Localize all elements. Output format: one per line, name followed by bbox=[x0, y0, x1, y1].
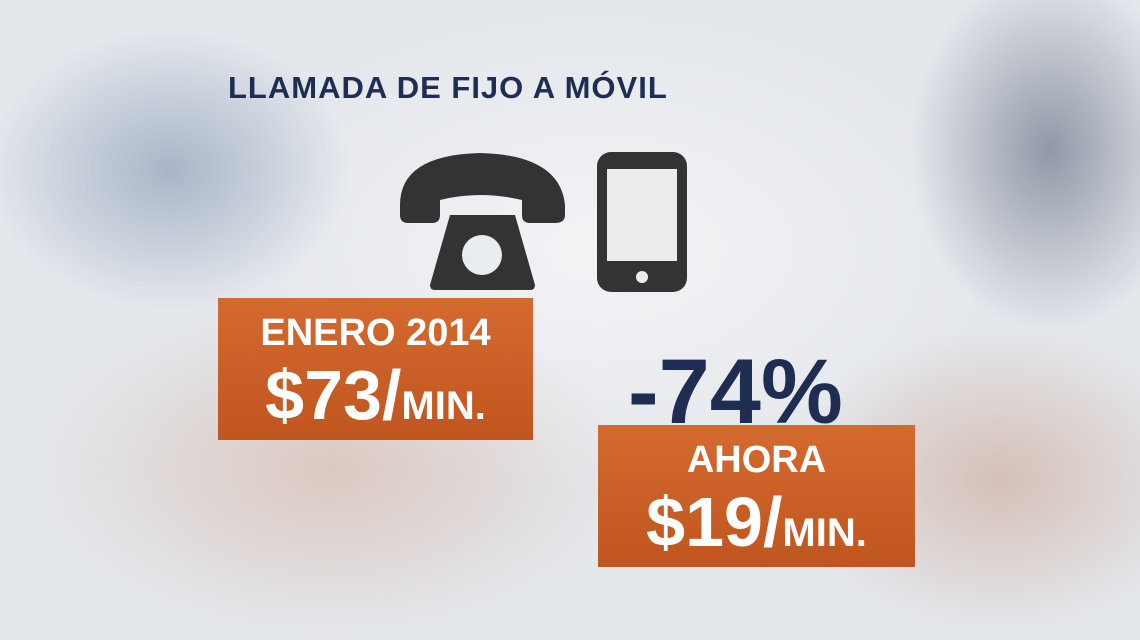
before-label: ENERO 2014 bbox=[260, 312, 491, 354]
before-unit: MIN. bbox=[401, 384, 486, 428]
title: LLAMADA DE FIJO A MÓVIL bbox=[228, 70, 668, 105]
now-unit: MIN. bbox=[782, 511, 867, 555]
now-price: $19/ bbox=[646, 483, 783, 561]
before-box: ENERO 2014 $73/MIN. bbox=[218, 298, 533, 440]
mobile-icon bbox=[597, 152, 687, 292]
now-box: AHORA $19/MIN. bbox=[598, 425, 915, 567]
now-label: AHORA bbox=[686, 439, 827, 481]
before-price: $73/ bbox=[265, 356, 402, 434]
phone-icons bbox=[400, 152, 687, 292]
landline-icon bbox=[400, 153, 565, 290]
